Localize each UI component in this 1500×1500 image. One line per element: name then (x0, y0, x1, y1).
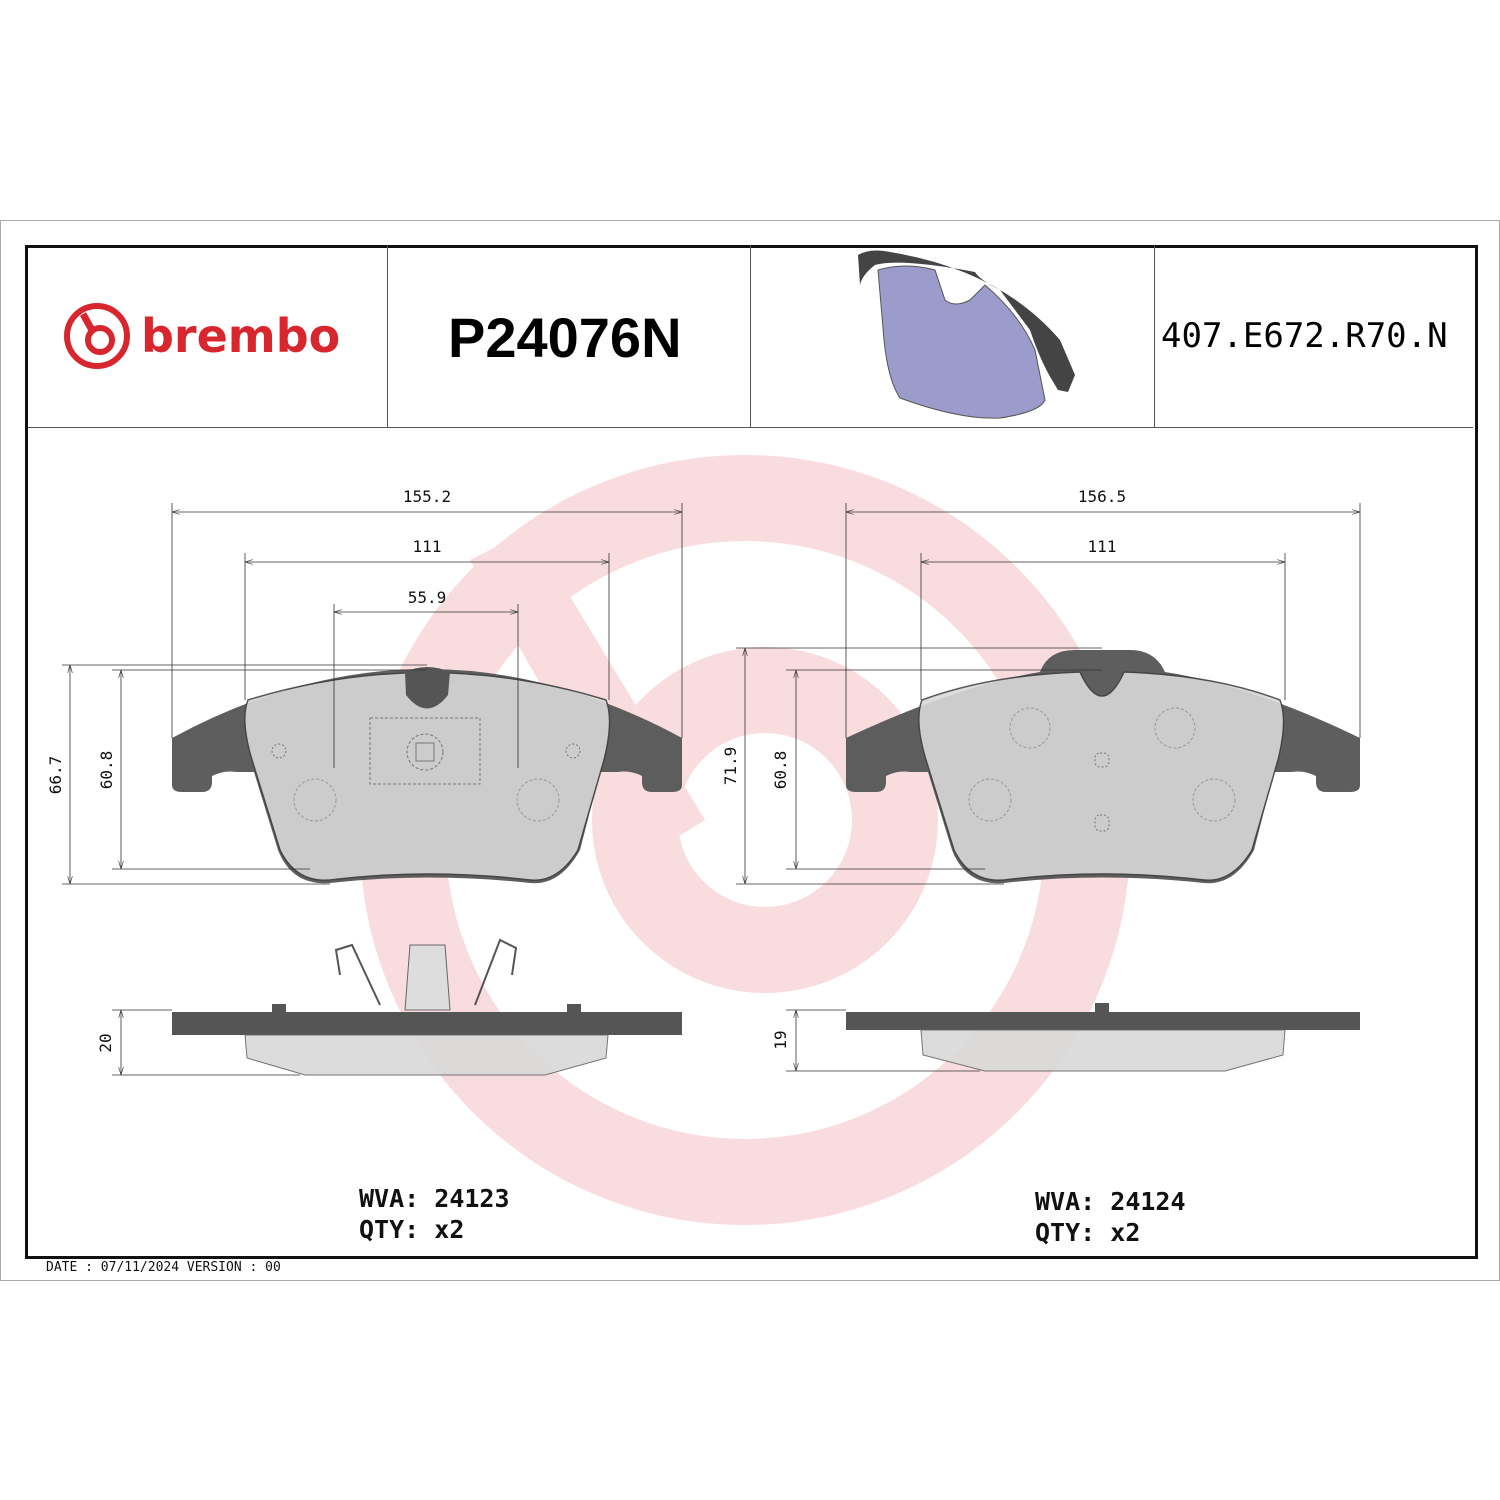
wva-label: WVA: (359, 1184, 420, 1213)
header-divider (1154, 245, 1155, 427)
dim-left-height-total: 66.7 (46, 756, 65, 795)
dim-left-thickness: 20 (96, 1033, 115, 1052)
left-pad-front-view (172, 667, 682, 884)
brembo-logo: brembo (63, 302, 340, 370)
right-pad-info: WVA: 24124 QTY: x2 (1035, 1186, 1186, 1248)
left-dimension-lines (62, 503, 683, 1076)
header-divider (387, 245, 388, 427)
right-pad-front-view (846, 650, 1360, 884)
right-dimension-lines (736, 503, 1361, 1072)
qty-label: QTY: (1035, 1218, 1096, 1247)
left-pad-side-view (172, 938, 682, 1076)
qty-value: x2 (434, 1215, 465, 1244)
qty-value: x2 (1110, 1218, 1141, 1247)
date-version: DATE : 07/11/2024 VERSION : 00 (46, 1260, 281, 1275)
right-pad-side-view (846, 1003, 1360, 1072)
part-number: P24076N (448, 306, 682, 369)
dim-right-height-friction: 60.8 (771, 751, 790, 790)
dim-right-width-total: 156.5 (1078, 487, 1126, 506)
dim-right-thickness: 19 (771, 1030, 790, 1049)
brembo-logo-icon (64, 303, 130, 369)
pad-3d-preview (858, 250, 1075, 419)
dim-left-width-center: 55.9 (408, 588, 447, 607)
wva-value: 24123 (434, 1184, 510, 1213)
dim-left-height-friction: 60.8 (97, 751, 116, 790)
dim-right-height-total: 71.9 (721, 747, 740, 786)
brand-name: brembo (141, 309, 341, 363)
left-pad-info: WVA: 24123 QTY: x2 (359, 1183, 510, 1245)
dim-right-width-inner: 111 (1088, 537, 1117, 556)
reference-code: 407.E672.R70.N (1161, 316, 1448, 356)
wva-label: WVA: (1035, 1187, 1096, 1216)
header-bottom-line (28, 427, 1473, 428)
title-block-frame (25, 245, 1478, 1259)
qty-label: QTY: (359, 1215, 420, 1244)
dim-left-width-inner: 111 (413, 537, 442, 556)
dim-left-width-total: 155.2 (403, 487, 451, 506)
header-divider (750, 245, 751, 427)
wva-value: 24124 (1110, 1187, 1186, 1216)
